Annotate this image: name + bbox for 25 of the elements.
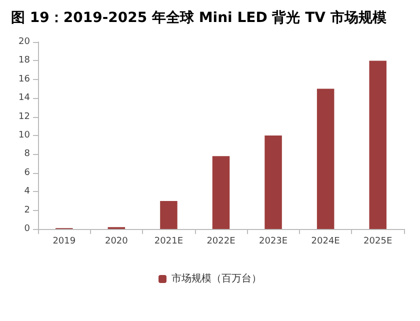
chart-title: 图 19：2019-2025 年全球 Mini LED 背光 TV 市场规模 <box>11 9 388 26</box>
y-tick-label: 18 <box>18 56 30 66</box>
y-tick-label: 16 <box>18 74 30 84</box>
bar <box>369 60 386 229</box>
bar <box>212 156 230 229</box>
y-tick-label: 8 <box>24 149 30 160</box>
bar <box>316 88 334 229</box>
y-tick-label: 14 <box>18 93 30 104</box>
x-tick-label: 2024E <box>311 236 340 246</box>
y-tick-label: 10 <box>18 130 30 140</box>
y-tick-label: 0 <box>24 224 30 234</box>
x-tick-label: 2023E <box>258 236 288 246</box>
y-tick-label: 4 <box>24 186 30 197</box>
bar <box>264 136 282 229</box>
x-tick-label: 2021E <box>154 236 184 246</box>
legend-label: 市场规模（百万台） <box>172 272 262 284</box>
x-tick-label: 2019 <box>52 236 76 246</box>
y-tick-label: 2 <box>24 205 30 216</box>
y-tick-label: 6 <box>24 168 30 178</box>
x-tick-label: 2025E <box>364 236 392 246</box>
bar <box>160 200 178 229</box>
x-tick-label: 2020 <box>104 236 128 246</box>
y-tick-label: 12 <box>18 112 30 122</box>
x-tick-label: 2022E <box>206 236 236 246</box>
y-tick-label: 20 <box>18 37 30 47</box>
